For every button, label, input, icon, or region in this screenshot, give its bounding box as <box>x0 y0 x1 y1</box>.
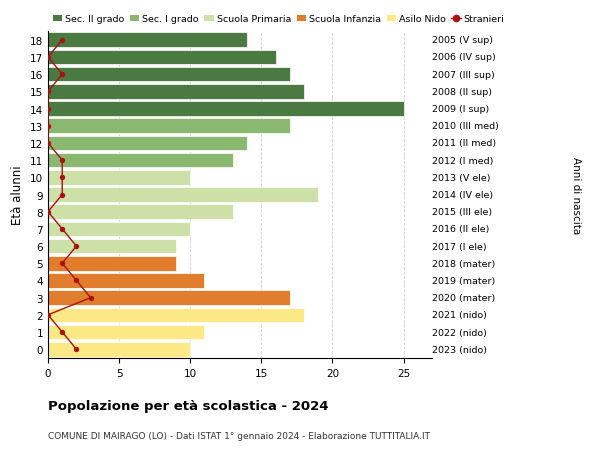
Text: Popolazione per età scolastica - 2024: Popolazione per età scolastica - 2024 <box>48 399 329 412</box>
Text: 2012 (I med): 2012 (I med) <box>432 156 494 165</box>
Bar <box>48 274 205 288</box>
Point <box>58 226 67 233</box>
Point <box>58 191 67 199</box>
Text: 2008 (II sup): 2008 (II sup) <box>432 88 493 97</box>
Bar <box>48 222 190 237</box>
Bar <box>48 291 290 305</box>
Bar <box>48 308 304 322</box>
Bar <box>48 239 176 254</box>
Text: 2023 (nido): 2023 (nido) <box>432 345 487 354</box>
Text: 2005 (V sup): 2005 (V sup) <box>432 36 493 45</box>
Bar <box>48 85 304 100</box>
Bar <box>48 50 275 65</box>
Text: 2009 (I sup): 2009 (I sup) <box>432 105 490 114</box>
Text: 2022 (nido): 2022 (nido) <box>432 328 487 337</box>
Y-axis label: Età alunni: Età alunni <box>11 165 25 225</box>
Text: 2016 (II ele): 2016 (II ele) <box>432 225 490 234</box>
Text: 2014 (IV ele): 2014 (IV ele) <box>432 190 493 200</box>
Point <box>71 277 81 285</box>
Text: COMUNE DI MAIRAGO (LO) - Dati ISTAT 1° gennaio 2024 - Elaborazione TUTTITALIA.IT: COMUNE DI MAIRAGO (LO) - Dati ISTAT 1° g… <box>48 431 430 441</box>
Point <box>43 106 53 113</box>
Text: 2006 (IV sup): 2006 (IV sup) <box>432 53 496 62</box>
Bar <box>48 257 176 271</box>
Text: 2018 (mater): 2018 (mater) <box>432 259 496 268</box>
Text: 2013 (V ele): 2013 (V ele) <box>432 174 491 182</box>
Point <box>71 243 81 250</box>
Text: 2007 (III sup): 2007 (III sup) <box>432 71 495 79</box>
Text: 2021 (nido): 2021 (nido) <box>432 311 487 319</box>
Point <box>43 123 53 130</box>
Bar <box>48 102 404 117</box>
Point <box>58 260 67 267</box>
Point <box>43 140 53 147</box>
Legend: Sec. II grado, Sec. I grado, Scuola Primaria, Scuola Infanzia, Asilo Nido, Stran: Sec. II grado, Sec. I grado, Scuola Prim… <box>53 15 505 24</box>
Point <box>58 174 67 182</box>
Text: 2019 (mater): 2019 (mater) <box>432 276 496 285</box>
Bar <box>48 325 205 340</box>
Point <box>58 329 67 336</box>
Point <box>71 346 81 353</box>
Text: 2020 (mater): 2020 (mater) <box>432 293 496 302</box>
Bar <box>48 34 247 48</box>
Point <box>43 312 53 319</box>
Bar <box>48 171 190 185</box>
Point <box>58 37 67 45</box>
Text: Anni di nascita: Anni di nascita <box>571 157 581 234</box>
Bar <box>48 68 290 82</box>
Point <box>43 54 53 62</box>
Text: 2010 (III med): 2010 (III med) <box>432 122 499 131</box>
Bar <box>48 342 190 357</box>
Point <box>43 89 53 96</box>
Bar <box>48 188 318 202</box>
Point <box>58 157 67 164</box>
Point <box>43 208 53 216</box>
Text: 2017 (I ele): 2017 (I ele) <box>432 242 487 251</box>
Bar <box>48 136 247 151</box>
Text: 2015 (III ele): 2015 (III ele) <box>432 208 493 217</box>
Bar <box>48 153 233 168</box>
Point <box>58 71 67 78</box>
Bar <box>48 119 290 134</box>
Text: 2011 (II med): 2011 (II med) <box>432 139 496 148</box>
Point <box>86 294 95 302</box>
Bar <box>48 205 233 219</box>
